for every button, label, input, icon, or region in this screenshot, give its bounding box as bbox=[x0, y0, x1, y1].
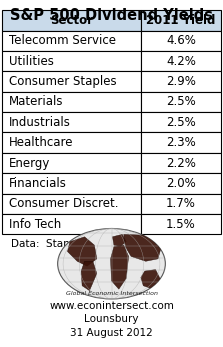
Text: 2.5%: 2.5% bbox=[166, 95, 196, 109]
Text: Utilities: Utilities bbox=[9, 55, 54, 68]
Text: Energy: Energy bbox=[9, 156, 50, 170]
Bar bbox=[141, 214, 221, 234]
Bar bbox=[2, 194, 141, 214]
Text: Healthcare: Healthcare bbox=[9, 136, 73, 149]
Bar bbox=[2, 92, 141, 112]
Bar bbox=[141, 92, 221, 112]
Text: Materials: Materials bbox=[9, 95, 63, 109]
Bar bbox=[141, 173, 221, 194]
Text: 4.6%: 4.6% bbox=[166, 34, 196, 48]
Text: Global Economic Intersection: Global Economic Intersection bbox=[66, 290, 157, 296]
Bar bbox=[141, 10, 221, 31]
Text: Sector: Sector bbox=[50, 14, 93, 27]
Text: 31 August 2012: 31 August 2012 bbox=[70, 328, 153, 338]
Text: 2.3%: 2.3% bbox=[166, 136, 196, 149]
Text: 2.0%: 2.0% bbox=[166, 177, 196, 190]
Text: Data:  Standard & Poor's: Data: Standard & Poor's bbox=[11, 239, 140, 249]
Text: Financials: Financials bbox=[9, 177, 67, 190]
Bar bbox=[141, 153, 221, 173]
Text: 4.2%: 4.2% bbox=[166, 55, 196, 68]
Text: S&P 500 Dividend Yields: S&P 500 Dividend Yields bbox=[10, 8, 213, 23]
Text: Info Tech: Info Tech bbox=[9, 218, 61, 230]
Text: www.econintersect.com: www.econintersect.com bbox=[49, 301, 174, 311]
Text: 1.7%: 1.7% bbox=[166, 197, 196, 210]
Text: 2011 Yield: 2011 Yield bbox=[146, 14, 216, 27]
Text: Consumer Staples: Consumer Staples bbox=[9, 75, 116, 88]
Polygon shape bbox=[81, 261, 97, 291]
Bar bbox=[141, 71, 221, 92]
Polygon shape bbox=[124, 234, 161, 261]
Polygon shape bbox=[68, 237, 97, 266]
Bar bbox=[2, 31, 141, 51]
Text: 2.9%: 2.9% bbox=[166, 75, 196, 88]
Bar bbox=[141, 31, 221, 51]
Bar bbox=[2, 71, 141, 92]
Polygon shape bbox=[112, 234, 126, 247]
Ellipse shape bbox=[58, 228, 165, 299]
Bar bbox=[2, 51, 141, 71]
Text: Industrials: Industrials bbox=[9, 116, 71, 129]
Bar bbox=[2, 153, 141, 173]
Bar bbox=[2, 133, 141, 153]
Text: 1.5%: 1.5% bbox=[166, 218, 196, 230]
Bar bbox=[141, 51, 221, 71]
Bar bbox=[2, 214, 141, 234]
Bar bbox=[141, 112, 221, 133]
Bar bbox=[2, 173, 141, 194]
Text: Lounsbury: Lounsbury bbox=[84, 314, 139, 324]
Bar bbox=[2, 112, 141, 133]
Text: Telecomm Service: Telecomm Service bbox=[9, 34, 116, 48]
Polygon shape bbox=[141, 270, 160, 289]
Polygon shape bbox=[111, 245, 129, 289]
Text: 2.5%: 2.5% bbox=[166, 116, 196, 129]
Bar bbox=[141, 194, 221, 214]
Text: Consumer Discret.: Consumer Discret. bbox=[9, 197, 118, 210]
Bar bbox=[141, 133, 221, 153]
Text: 2.2%: 2.2% bbox=[166, 156, 196, 170]
Bar bbox=[2, 10, 141, 31]
